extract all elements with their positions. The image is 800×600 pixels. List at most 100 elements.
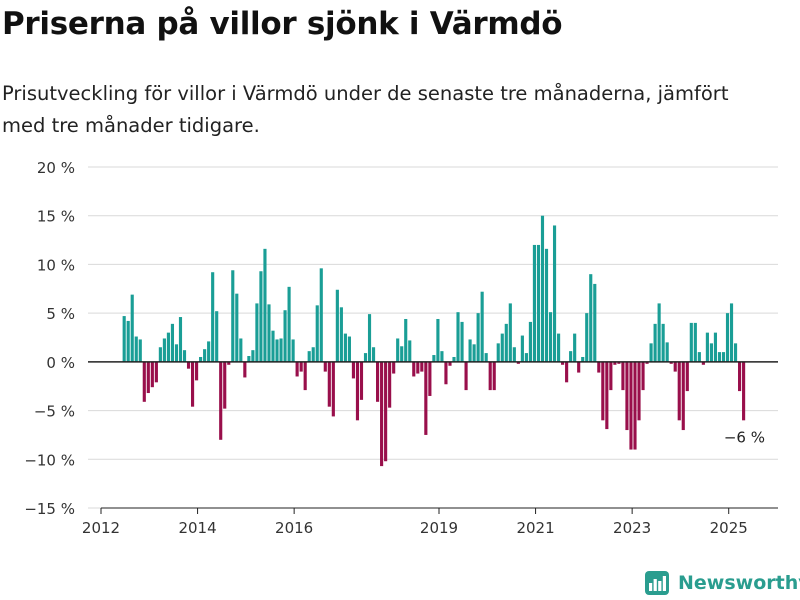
bar — [347, 336, 351, 362]
bar — [653, 323, 657, 362]
x-tick-label: 2014 — [178, 519, 216, 537]
bar — [162, 338, 166, 362]
y-tick-label: 5 % — [46, 305, 75, 323]
bar — [500, 333, 504, 362]
bar — [343, 333, 347, 362]
bar — [520, 335, 524, 362]
y-tick-label: 0 % — [46, 354, 75, 372]
bar — [215, 311, 219, 362]
bar — [512, 347, 516, 362]
bar — [207, 341, 211, 362]
bar — [440, 351, 444, 362]
bar — [247, 356, 251, 362]
bar — [178, 317, 183, 362]
bar — [504, 323, 508, 362]
bar — [637, 361, 641, 421]
bar — [480, 291, 484, 362]
bar — [589, 274, 593, 362]
bar — [412, 361, 416, 377]
bar — [717, 352, 722, 362]
bar — [219, 361, 223, 440]
bar — [577, 361, 581, 373]
bar — [585, 313, 589, 362]
bar — [388, 361, 392, 408]
bar — [243, 361, 247, 378]
bar — [263, 248, 267, 362]
bar — [452, 356, 456, 362]
bar — [327, 361, 331, 407]
bar — [540, 215, 545, 362]
bar — [142, 361, 146, 402]
bar — [134, 336, 138, 362]
bar — [146, 361, 150, 394]
y-tick-label: 20 % — [37, 159, 75, 177]
bar — [130, 294, 134, 362]
bar — [629, 361, 633, 450]
chart-subtitle: Prisutveckling för villor i Värmdö under… — [2, 82, 729, 137]
bar — [581, 356, 585, 362]
bar — [516, 361, 520, 364]
bar — [601, 361, 605, 421]
brand-name: Newsworthy — [678, 572, 800, 594]
bar — [484, 353, 488, 362]
bar — [444, 361, 448, 385]
bar — [597, 361, 601, 373]
bar — [227, 361, 231, 365]
bar — [673, 361, 677, 372]
bar — [424, 361, 428, 435]
bar — [645, 361, 649, 364]
bar — [633, 361, 637, 450]
bar — [641, 361, 645, 391]
bar — [351, 361, 356, 379]
bar — [239, 338, 243, 362]
bar — [609, 361, 613, 391]
bar — [532, 244, 537, 362]
bar — [404, 318, 408, 362]
bar — [251, 350, 255, 362]
bar — [456, 312, 460, 362]
y-tick-label: −10 % — [24, 451, 75, 469]
bar — [448, 361, 452, 366]
bar — [150, 361, 154, 388]
bar — [649, 343, 653, 362]
bar — [569, 351, 573, 362]
bar — [355, 361, 360, 421]
x-axis-labels: 2012 2014 2016 2019 2021 2023 2025 — [82, 508, 748, 537]
y-tick-label: −5 % — [34, 403, 75, 421]
bar — [166, 332, 170, 362]
bar — [625, 361, 629, 431]
bar — [681, 361, 685, 431]
newsworthy-brand: Newsworthy — [644, 568, 800, 598]
y-tick-label: −15 % — [24, 500, 75, 518]
x-tick-label: 2023 — [613, 519, 651, 537]
bar — [561, 361, 565, 365]
bar — [380, 361, 384, 467]
bar — [742, 361, 746, 421]
bar-series — [122, 215, 746, 467]
y-axis-labels: 20 % 15 % 10 % 5 % 0 % −5 % −10 % −15 % — [24, 159, 75, 518]
bar — [158, 347, 162, 362]
bar-chart-logo-icon — [645, 571, 669, 595]
bar — [420, 361, 424, 372]
bar — [392, 361, 396, 374]
bar — [400, 346, 404, 362]
bar — [182, 350, 187, 362]
bar — [211, 272, 215, 362]
x-tick-label: 2019 — [420, 519, 458, 537]
bar — [677, 361, 681, 421]
bar — [275, 339, 279, 362]
bar — [315, 305, 319, 362]
bar — [408, 340, 412, 362]
bar — [291, 339, 295, 362]
bar — [557, 333, 561, 362]
bar — [432, 355, 436, 362]
bar — [738, 361, 742, 392]
bar — [464, 361, 468, 391]
bar — [186, 361, 191, 369]
bar — [613, 361, 617, 365]
bar — [396, 338, 400, 362]
bar — [621, 361, 625, 391]
bar — [476, 313, 480, 362]
bar — [255, 303, 259, 362]
